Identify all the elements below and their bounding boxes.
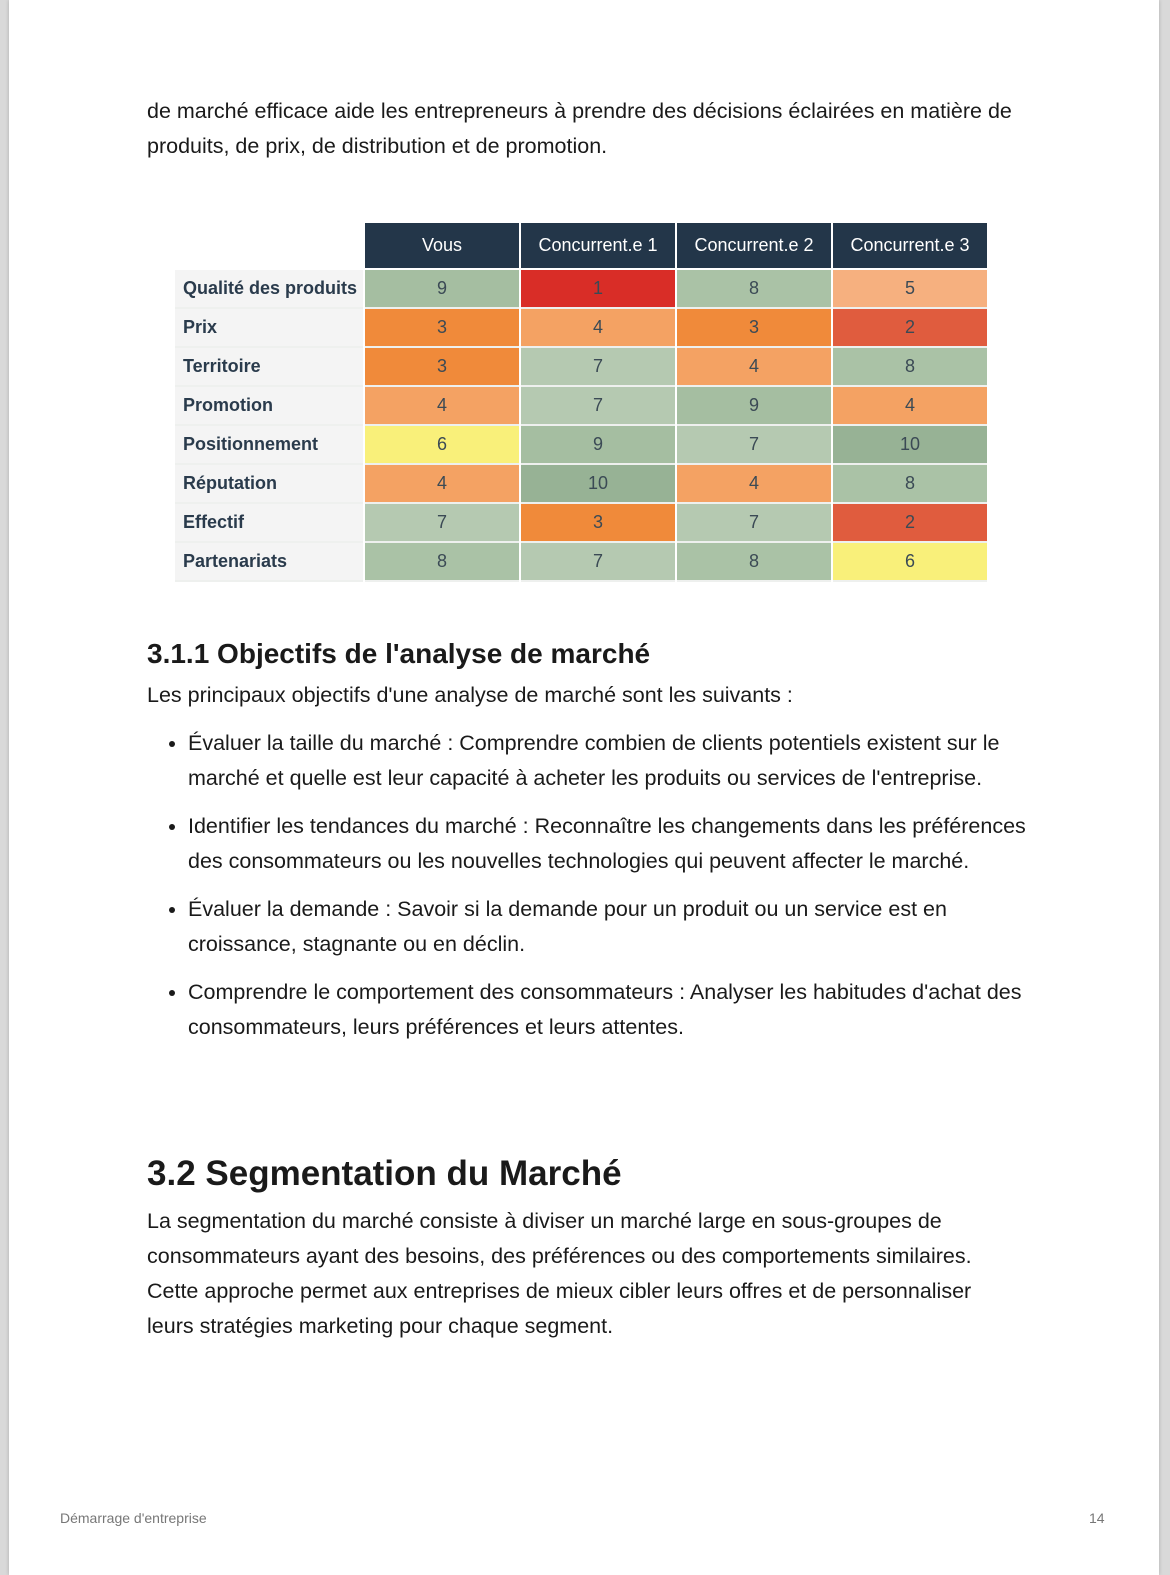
score-cell: 8	[365, 543, 519, 582]
score-cell: 8	[677, 270, 831, 309]
intro-paragraph: de marché efficace aide les entrepreneur…	[147, 94, 1027, 164]
score-cell: 8	[833, 465, 987, 504]
score-cell: 2	[833, 309, 987, 348]
list-item: Évaluer la taille du marché : Comprendre…	[188, 726, 1027, 796]
table-row: Réputation 4 10 4 8	[175, 465, 987, 504]
score-cell: 3	[521, 504, 675, 543]
score-cell: 4	[677, 348, 831, 387]
score-cell: 1	[521, 270, 675, 309]
table-row: Partenariats 8 7 8 6	[175, 543, 987, 582]
score-cell: 9	[365, 270, 519, 309]
score-cell: 6	[833, 543, 987, 582]
row-label: Promotion	[175, 387, 363, 426]
competitor-comparison-table: Vous Concurrent.e 1 Concurrent.e 2 Concurre…	[173, 223, 989, 582]
row-label: Territoire	[175, 348, 363, 387]
list-item: Identifier les tendances du marché : Rec…	[188, 809, 1027, 879]
score-cell: 7	[521, 543, 675, 582]
score-cell: 3	[365, 348, 519, 387]
score-cell: 7	[521, 387, 675, 426]
list-item: Comprendre le comportement des consommat…	[188, 975, 1027, 1045]
score-cell: 4	[521, 309, 675, 348]
score-cell: 4	[677, 465, 831, 504]
score-cell: 3	[365, 309, 519, 348]
score-cell: 4	[833, 387, 987, 426]
intro-text: de marché efficace aide les entrepreneur…	[147, 99, 1012, 158]
score-cell: 7	[677, 504, 831, 543]
row-label: Partenariats	[175, 543, 363, 582]
table-row: Qualité des produits 9 1 8 5	[175, 270, 987, 309]
score-cell: 3	[677, 309, 831, 348]
score-cell: 9	[677, 387, 831, 426]
score-cell: 10	[833, 426, 987, 465]
empty-corner	[175, 223, 363, 270]
score-cell: 7	[365, 504, 519, 543]
score-cell: 4	[365, 387, 519, 426]
section-text: La segmentation du marché consiste à div…	[147, 1209, 972, 1338]
score-cell: 2	[833, 504, 987, 543]
table-row: Positionnement 6 9 7 10	[175, 426, 987, 465]
column-header: Vous	[365, 223, 519, 270]
table-row: Promotion 4 7 9 4	[175, 387, 987, 426]
section-intro: Les principaux objectifs d'une analyse d…	[147, 683, 793, 707]
row-label: Effectif	[175, 504, 363, 543]
column-header: Concurrent.e 2	[677, 223, 831, 270]
row-label: Réputation	[175, 465, 363, 504]
score-cell: 9	[521, 426, 675, 465]
objectives-list: Évaluer la taille du marché : Comprendre…	[147, 726, 1027, 1045]
footer-title: Démarrage d'entreprise	[60, 1510, 207, 1526]
row-label: Qualité des produits	[175, 270, 363, 309]
score-cell: 7	[521, 348, 675, 387]
table-row: Territoire 3 7 4 8	[175, 348, 987, 387]
row-label: Positionnement	[175, 426, 363, 465]
column-header: Concurrent.e 1	[521, 223, 675, 270]
score-cell: 6	[365, 426, 519, 465]
list-item: Évaluer la demande : Savoir si la demand…	[188, 892, 1027, 962]
column-header: Concurrent.e 3	[833, 223, 987, 270]
table-row: Effectif 7 3 7 2	[175, 504, 987, 543]
page-number: 14	[1089, 1510, 1105, 1526]
table-row: Prix 3 4 3 2	[175, 309, 987, 348]
score-cell: 5	[833, 270, 987, 309]
score-cell: 8	[677, 543, 831, 582]
table-header-row: Vous Concurrent.e 1 Concurrent.e 2 Concurre…	[175, 223, 987, 270]
section-3-1-1: 3.1.1 Objectifs de l'analyse de marché L…	[147, 638, 1027, 1058]
section-heading: 3.1.1 Objectifs de l'analyse de marché	[147, 638, 651, 669]
document-page: de marché efficace aide les entrepreneur…	[9, 0, 1159, 1575]
section-heading: 3.2 Segmentation du Marché	[147, 1154, 622, 1193]
score-cell: 4	[365, 465, 519, 504]
row-label: Prix	[175, 309, 363, 348]
score-cell: 8	[833, 348, 987, 387]
score-cell: 10	[521, 465, 675, 504]
score-cell: 7	[677, 426, 831, 465]
section-3-2: 3.2 Segmentation du Marché La segmentati…	[147, 1154, 1027, 1344]
